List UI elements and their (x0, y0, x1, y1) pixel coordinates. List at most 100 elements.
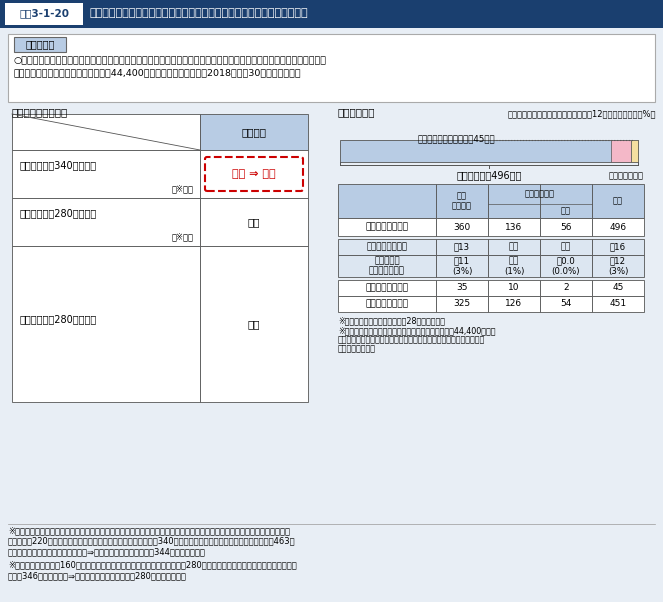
Text: 約11
(3%): 約11 (3%) (452, 256, 472, 276)
Text: （単位：万人）: （単位：万人） (609, 171, 644, 180)
Text: 約４: 約４ (509, 243, 519, 252)
Text: 負担割合: 負担割合 (241, 127, 267, 137)
Text: 約１: 約１ (561, 243, 571, 252)
Text: 35: 35 (456, 284, 468, 293)
Bar (436, 239, 488, 255)
Text: 約12
(3%): 約12 (3%) (608, 256, 628, 276)
Bar (338, 280, 436, 296)
Text: ３割負担となり、負担増となる者：約12万人（全体の約３%）: ３割負担となり、負担増となる者：約12万人（全体の約３%） (507, 109, 656, 118)
Bar (592, 280, 644, 296)
Text: 126: 126 (505, 300, 522, 308)
Bar (12, 150, 200, 198)
Bar (5, 3, 83, 25)
Text: 496: 496 (609, 223, 627, 232)
Text: た額）220万円以上」かつ「年金収入＋その他合計所得金額340万円以上（単身世帯の場合。夫婦世帯の場合463万: た額）220万円以上」かつ「年金収入＋その他合計所得金額340万円以上（単身世帯… (8, 536, 296, 545)
Text: 円以上）」とすることを想定。⇒単身で年金収入のみの場合344万円以上に相当: 円以上）」とすることを想定。⇒単身で年金収入のみの場合344万円以上に相当 (8, 547, 206, 556)
Text: 451: 451 (609, 300, 627, 308)
Text: １割: １割 (248, 319, 261, 329)
Text: 特養: 特養 (561, 206, 571, 216)
Bar (200, 114, 308, 150)
Bar (488, 239, 540, 255)
Bar (592, 239, 644, 255)
Text: ※１　具体的な基準は政令事項。現時点では、「合計所得金額（給与収入や事業収入等から給与所得控除や必要経費を控除し: ※１ 具体的な基準は政令事項。現時点では、「合計所得金額（給与収入や事業収入等か… (8, 526, 290, 535)
Bar (12, 198, 200, 246)
Bar (338, 184, 436, 218)
Text: （※１）: （※１） (172, 184, 194, 193)
Text: ２割 ⇒ ３割: ２割 ⇒ ３割 (232, 169, 276, 179)
Bar (540, 296, 592, 312)
Text: 年金収入等　280万円未満: 年金収入等 280万円未満 (20, 314, 97, 324)
Bar (540, 280, 592, 296)
Text: 45: 45 (613, 284, 624, 293)
Text: （※２）: （※２） (172, 232, 194, 241)
Bar (338, 218, 436, 236)
Bar (12, 114, 200, 150)
Bar (592, 255, 644, 277)
Bar (0, 0, 663, 28)
Text: 図表3-1-20: 図表3-1-20 (19, 8, 69, 19)
Text: 約13: 約13 (454, 243, 470, 252)
Bar (340, 140, 638, 162)
Text: 【利用者負担割合】: 【利用者負担割合】 (12, 107, 68, 117)
Bar (540, 255, 592, 277)
Text: 56: 56 (560, 223, 572, 232)
Bar (592, 184, 644, 218)
Text: 介護保険における現役世代並みの所得のある者の利用者負担割合の見直し: 介護保険における現役世代並みの所得のある者の利用者負担割合の見直し (90, 8, 308, 19)
Text: 現行制度の２割負担者：45万人: 現行制度の２割負担者：45万人 (418, 134, 496, 143)
Bar (338, 296, 436, 312)
Bar (436, 255, 488, 277)
Text: ２割: ２割 (248, 217, 261, 227)
Text: ○世代間・世代内の公平性を確保しつつ、制度の持続可能性を高める観点から、２割負担者のうち特に所得の高い層の負: ○世代間・世代内の公平性を確保しつつ、制度の持続可能性を高める観点から、２割負担… (14, 56, 327, 65)
Text: 360: 360 (453, 223, 471, 232)
Text: 受給者全体：496万人: 受給者全体：496万人 (456, 170, 522, 180)
Text: ３割負担（推計）: ３割負担（推計） (367, 243, 408, 252)
Text: 受給者数（実績）: 受給者数（実績） (365, 223, 408, 232)
Bar (436, 296, 488, 312)
Text: ※特養入所者の一般的な費用額の２割相当分は、既に44,400円の上: ※特養入所者の一般的な費用額の２割相当分は、既に44,400円の上 (338, 326, 495, 335)
Text: 担割合を３割とする。ただし、月額44,400円の負担の上限あり。【2018（平成30）年８月施行】: 担割合を３割とする。ただし、月額44,400円の負担の上限あり。【2018（平成… (14, 68, 302, 77)
Text: うち負担増
（対受給者数）: うち負担増 （対受給者数） (369, 256, 405, 276)
Bar (200, 150, 308, 198)
Text: 在宅
サービス: 在宅 サービス (452, 191, 472, 211)
Text: とんどいない。: とんどいない。 (338, 344, 376, 353)
Bar (488, 184, 540, 218)
Text: 2: 2 (563, 284, 569, 293)
Bar (12, 246, 200, 402)
Bar (540, 184, 592, 218)
Text: 54: 54 (560, 300, 572, 308)
Bar (8, 34, 655, 102)
Bar (436, 280, 488, 296)
Text: ※介護保険事業状況報告（平成28年４月月報）: ※介護保険事業状況報告（平成28年４月月報） (338, 316, 445, 325)
Text: 見直し内容: 見直し内容 (25, 40, 54, 49)
FancyBboxPatch shape (205, 157, 303, 191)
Text: 約0.0
(0.0%): 約0.0 (0.0%) (552, 256, 580, 276)
Bar (488, 255, 540, 277)
Bar (540, 239, 592, 255)
Text: 年金収入等　280万円以上: 年金収入等 280万円以上 (20, 208, 97, 218)
Text: 約１
(1%): 約１ (1%) (504, 256, 524, 276)
Text: ２割負担（実績）: ２割負担（実績） (365, 284, 408, 293)
Bar (611, 140, 631, 162)
Text: 合計: 合計 (613, 196, 623, 205)
Bar (338, 239, 436, 255)
Bar (200, 198, 308, 246)
Text: 限に当たっているため、３割負担となっても、負担増となる方はほ: 限に当たっているため、３割負担となっても、負担増となる方はほ (338, 335, 485, 344)
Text: 合346万円以上）」⇒単身で年金収入のみの場合280万円以上に相当: 合346万円以上）」⇒単身で年金収入のみの場合280万円以上に相当 (8, 571, 187, 580)
Bar (488, 218, 540, 236)
Text: ※２　「合計所得金額160万円以上」かつ「年金収入＋その他合計所得金額280万円以上（単身世帯の場合。夫婦世帯の場: ※２ 「合計所得金額160万円以上」かつ「年金収入＋その他合計所得金額280万円… (8, 560, 297, 569)
Text: 136: 136 (505, 223, 522, 232)
Bar (540, 218, 592, 236)
Bar (200, 246, 308, 402)
Bar (436, 184, 488, 218)
Text: 約16: 約16 (610, 243, 626, 252)
Bar (14, 37, 66, 52)
Bar (592, 296, 644, 312)
Text: 325: 325 (453, 300, 471, 308)
Text: 年金収入等　340万円以上: 年金収入等 340万円以上 (20, 160, 97, 170)
Bar (436, 218, 488, 236)
Text: 10: 10 (509, 284, 520, 293)
Bar (631, 140, 638, 162)
Text: １割負担（実績）: １割負担（実績） (365, 300, 408, 308)
Bar (488, 280, 540, 296)
Bar (338, 255, 436, 277)
